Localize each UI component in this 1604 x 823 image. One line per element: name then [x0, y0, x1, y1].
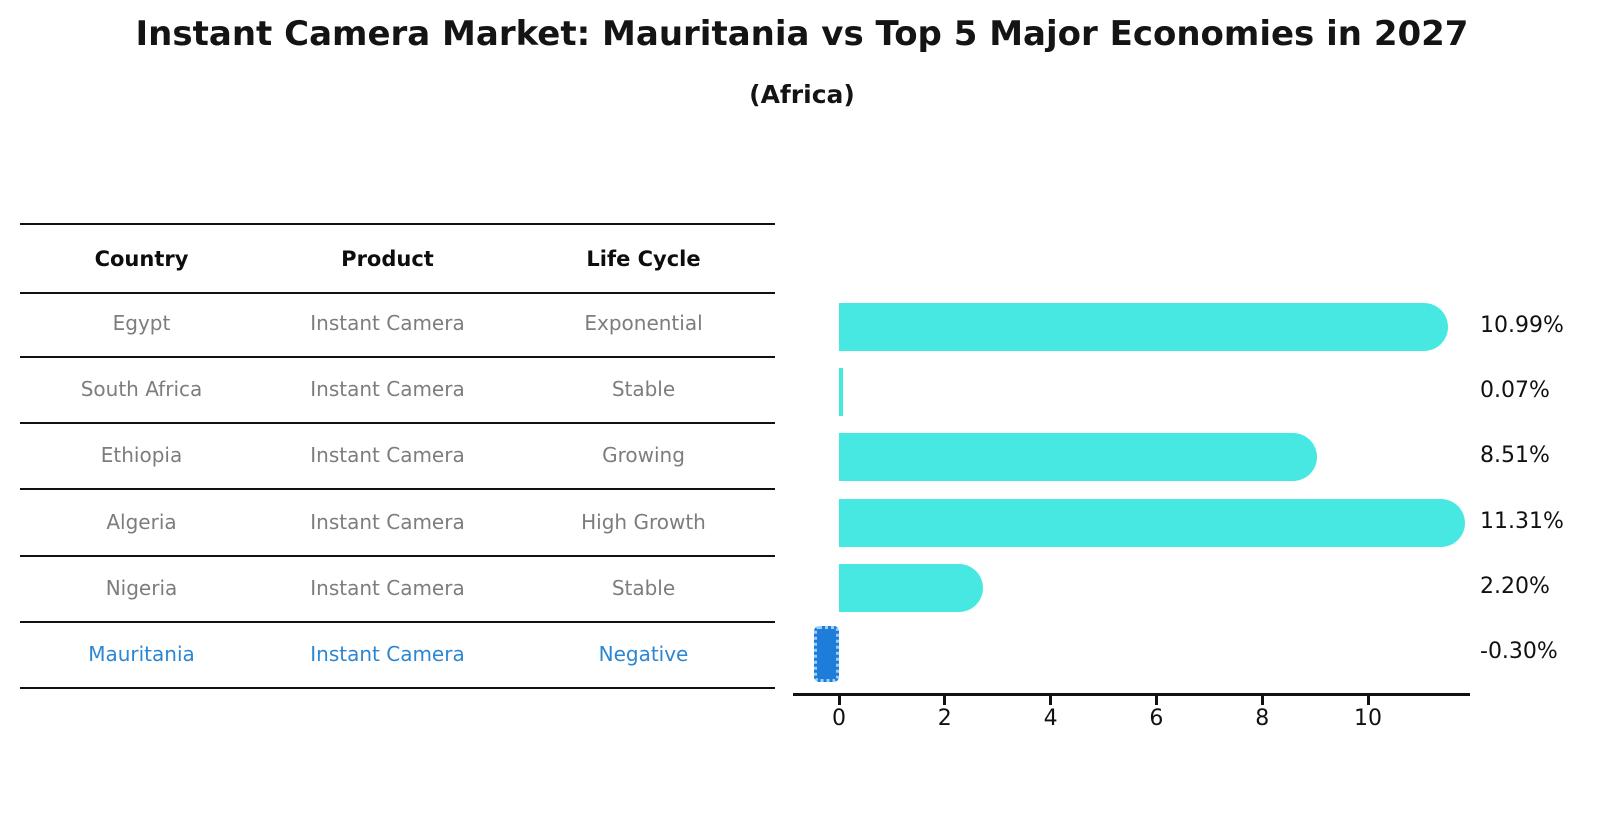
- cell-life-cycle: Growing: [602, 443, 685, 467]
- cell-product: Instant Camera: [310, 510, 465, 534]
- x-axis-tick-label: 0: [832, 706, 846, 731]
- x-axis-tick-label: 4: [1043, 706, 1058, 731]
- bar-algeria: [839, 498, 1466, 547]
- x-axis-tick-label: 2: [937, 706, 952, 731]
- cell-product: Instant Camera: [310, 311, 465, 335]
- value-label-mauritania: -0.30%: [1480, 639, 1558, 664]
- cell-country: Egypt: [112, 311, 171, 335]
- column-header-product: Product: [341, 246, 434, 271]
- cell-country: South Africa: [80, 377, 203, 401]
- cell-life-cycle: Exponential: [584, 311, 703, 335]
- x-axis-tick: [1154, 696, 1158, 705]
- cell-life-cycle: High Growth: [581, 510, 706, 534]
- cell-country: Mauritania: [88, 642, 195, 666]
- x-axis-tick-label: 8: [1255, 706, 1270, 731]
- x-axis-tick: [1366, 696, 1370, 705]
- value-label-algeria: 11.31%: [1480, 508, 1564, 534]
- value-label-egypt: 10.99%: [1480, 313, 1564, 338]
- x-axis-tick-label: 6: [1149, 706, 1164, 731]
- x-axis-tick: [837, 696, 841, 705]
- bar-egypt: [839, 303, 1449, 351]
- value-label-ethiopia: 8.51%: [1480, 443, 1550, 469]
- cell-product: Instant Camera: [310, 377, 465, 401]
- cell-country: Algeria: [106, 510, 177, 534]
- bar-mauritania: [814, 626, 839, 682]
- table-row: Ethiopia Instant Camera Growing: [20, 422, 775, 490]
- x-axis-tick: [943, 696, 947, 705]
- bar-nigeria: [839, 563, 984, 612]
- value-label-south-africa: 0.07%: [1480, 378, 1550, 404]
- x-axis-tick-label: 10: [1354, 706, 1382, 731]
- page-title: Instant Camera Market: Mauritania vs Top…: [135, 14, 1469, 54]
- column-header-life-cycle: Life Cycle: [586, 246, 701, 271]
- bar-south-africa: [839, 368, 843, 417]
- table-header-row: Country Product Life Cycle: [20, 223, 775, 294]
- cell-life-cycle: Negative: [598, 642, 689, 666]
- cell-country: Nigeria: [105, 576, 178, 600]
- cell-product: Instant Camera: [310, 642, 465, 666]
- table-row: Egypt Instant Camera Exponential: [20, 290, 775, 358]
- cell-product: Instant Camera: [310, 443, 465, 467]
- cell-country: Ethiopia: [100, 443, 183, 467]
- cell-life-cycle: Stable: [611, 576, 676, 600]
- x-axis-tick: [1260, 696, 1264, 705]
- page-subtitle: (Africa): [749, 80, 855, 109]
- table-row: South Africa Instant Camera Stable: [20, 356, 775, 424]
- table-row: Algeria Instant Camera High Growth: [20, 489, 775, 557]
- value-label-nigeria: 2.20%: [1480, 573, 1550, 599]
- x-axis-tick: [1049, 696, 1053, 705]
- x-axis-line: [793, 693, 1470, 696]
- table-row-mauritania: Mauritania Instant Camera Negative: [20, 621, 775, 689]
- table-row: Nigeria Instant Camera Stable: [20, 555, 775, 623]
- cell-product: Instant Camera: [310, 576, 465, 600]
- bar-ethiopia: [839, 433, 1318, 482]
- cell-life-cycle: Stable: [611, 377, 676, 401]
- column-header-country: Country: [94, 246, 189, 271]
